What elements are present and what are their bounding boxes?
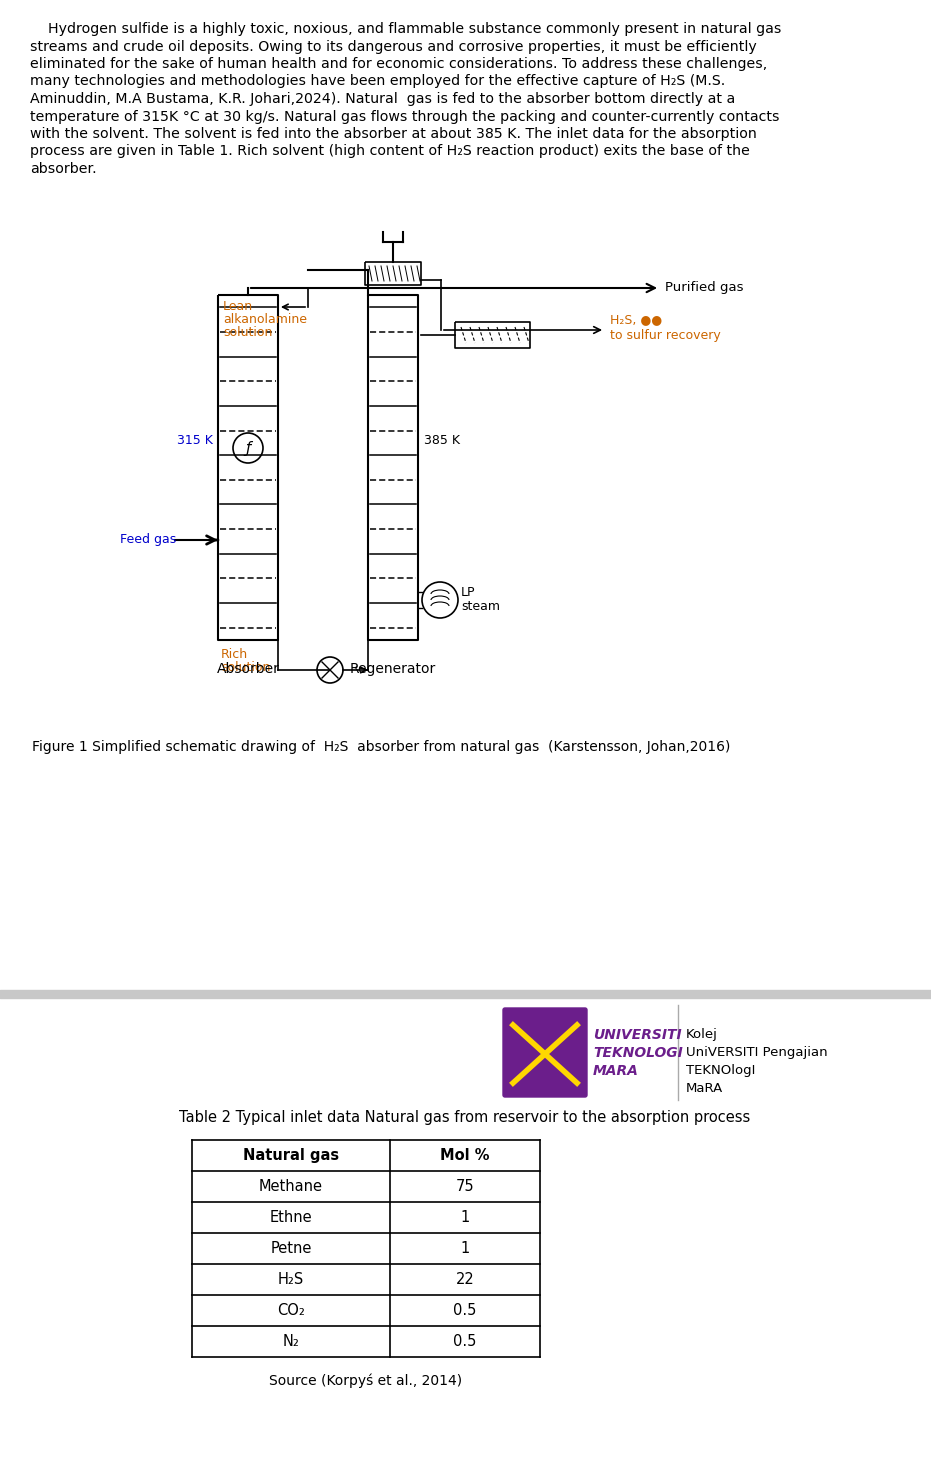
Text: Aminuddin, M.A Bustama, K.R. Johari,2024). Natural  gas is fed to the absorber b: Aminuddin, M.A Bustama, K.R. Johari,2024… bbox=[30, 92, 735, 107]
Text: Table 2 Typical inlet data Natural gas from reservoir to the absorption process: Table 2 Typical inlet data Natural gas f… bbox=[180, 1110, 750, 1125]
Text: Feed gas: Feed gas bbox=[120, 533, 176, 546]
Text: alkanolamine: alkanolamine bbox=[223, 313, 307, 326]
Text: process are given in Table 1. Rich solvent (high content of H₂S reaction product: process are given in Table 1. Rich solve… bbox=[30, 145, 749, 158]
Text: Purified gas: Purified gas bbox=[665, 282, 744, 295]
Text: solution: solution bbox=[223, 326, 273, 339]
Text: 385 K: 385 K bbox=[424, 434, 460, 447]
Text: Hydrogen sulfide is a highly toxic, noxious, and flammable substance commonly pr: Hydrogen sulfide is a highly toxic, noxi… bbox=[30, 22, 781, 37]
Text: TEKNOlogI: TEKNOlogI bbox=[686, 1064, 755, 1077]
Text: H₂S, ●●: H₂S, ●● bbox=[610, 314, 662, 326]
Text: MARA: MARA bbox=[593, 1064, 639, 1078]
Text: N₂: N₂ bbox=[283, 1334, 300, 1349]
Text: CO₂: CO₂ bbox=[277, 1303, 305, 1318]
Text: LP: LP bbox=[461, 586, 476, 599]
Text: ƒ: ƒ bbox=[245, 441, 250, 456]
Text: steam: steam bbox=[461, 599, 500, 612]
Text: Kolej: Kolej bbox=[686, 1029, 718, 1042]
Text: H₂S: H₂S bbox=[277, 1273, 304, 1287]
Text: TEKNOLOGI: TEKNOLOGI bbox=[593, 1046, 682, 1061]
Text: Rich: Rich bbox=[221, 649, 249, 660]
Text: Regenerator: Regenerator bbox=[350, 662, 436, 676]
Text: Methane: Methane bbox=[259, 1179, 323, 1194]
Text: Ethne: Ethne bbox=[270, 1210, 312, 1224]
Text: to sulfur recovery: to sulfur recovery bbox=[610, 330, 721, 342]
Text: Mol %: Mol % bbox=[440, 1148, 490, 1163]
Text: many technologies and methodologies have been employed for the effective capture: many technologies and methodologies have… bbox=[30, 75, 725, 89]
Text: 315 K: 315 K bbox=[177, 434, 213, 447]
Text: Absorber: Absorber bbox=[217, 662, 279, 676]
Text: 1: 1 bbox=[460, 1210, 469, 1224]
Text: Source (Korpyś et al., 2014): Source (Korpyś et al., 2014) bbox=[269, 1373, 463, 1388]
Text: 0.5: 0.5 bbox=[453, 1334, 477, 1349]
Text: temperature of 315K °C at 30 kg/s. Natural gas flows through the packing and cou: temperature of 315K °C at 30 kg/s. Natur… bbox=[30, 110, 779, 124]
Text: Petne: Petne bbox=[270, 1240, 312, 1256]
Text: UniVERSITI Pengajian: UniVERSITI Pengajian bbox=[686, 1046, 828, 1059]
Text: Natural gas: Natural gas bbox=[243, 1148, 339, 1163]
Text: 75: 75 bbox=[455, 1179, 474, 1194]
Text: MaRA: MaRA bbox=[686, 1083, 723, 1094]
Text: solution: solution bbox=[221, 660, 270, 674]
Text: UNIVERSITI: UNIVERSITI bbox=[593, 1029, 681, 1042]
Text: absorber.: absorber. bbox=[30, 162, 97, 175]
Text: with the solvent. The solvent is fed into the absorber at about 385 K. The inlet: with the solvent. The solvent is fed int… bbox=[30, 127, 757, 142]
Text: streams and crude oil deposits. Owing to its dangerous and corrosive properties,: streams and crude oil deposits. Owing to… bbox=[30, 39, 757, 54]
FancyBboxPatch shape bbox=[503, 1008, 587, 1097]
Text: 1: 1 bbox=[460, 1240, 469, 1256]
Text: 0.5: 0.5 bbox=[453, 1303, 477, 1318]
Text: Figure 1 Simplified schematic drawing of  H₂S  absorber from natural gas  (Karst: Figure 1 Simplified schematic drawing of… bbox=[32, 741, 731, 754]
Text: Lean: Lean bbox=[223, 300, 253, 313]
Text: 22: 22 bbox=[455, 1273, 475, 1287]
Text: eliminated for the sake of human health and for economic considerations. To addr: eliminated for the sake of human health … bbox=[30, 57, 767, 72]
